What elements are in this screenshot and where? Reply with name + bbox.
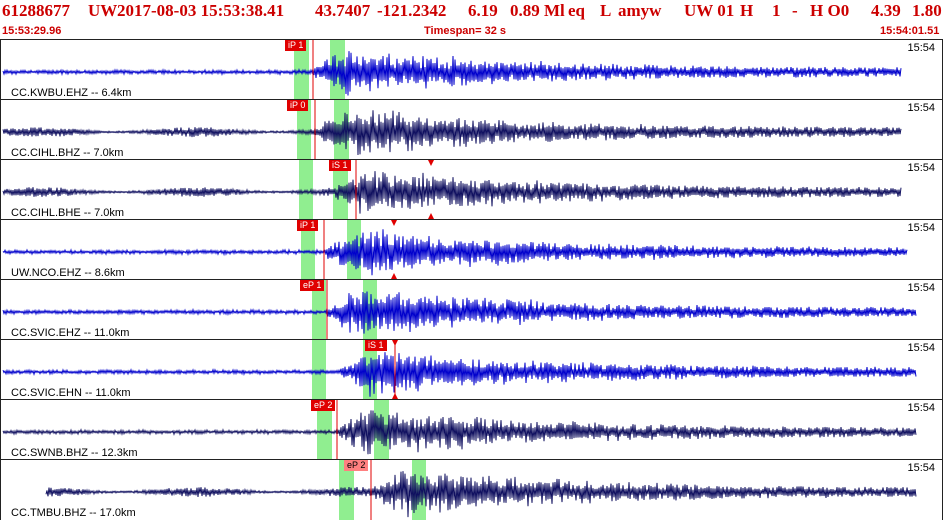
trace-time-label: 15:54 <box>906 462 936 474</box>
phase-marker <box>391 220 397 226</box>
waveform-plot <box>2 340 917 400</box>
pick-window <box>294 40 309 100</box>
event-magnitude: 0.89 Ml <box>510 1 565 20</box>
event-type: eq <box>568 1 585 20</box>
trace-panel[interactable]: iP 1 15:54 CC.KWBU.EHZ -- 6.4km <box>0 39 943 100</box>
station-label: CC.CIHL.BHZ -- 7.0km <box>11 147 124 159</box>
waveform-trace <box>2 291 917 334</box>
trace-time-label: 15:54 <box>906 342 936 354</box>
pick-label[interactable]: eP 1 <box>300 280 325 291</box>
event-author: amyw <box>618 1 662 20</box>
station-label: CC.CIHL.BHE -- 7.0km <box>11 207 125 219</box>
event-dash: - <box>792 1 798 20</box>
waveform-trace <box>2 171 902 214</box>
event-value-2: 1.80 <box>912 1 942 20</box>
station-label: CC.SVIC.EHZ -- 11.0km <box>11 327 130 339</box>
phase-marker <box>428 213 434 219</box>
event-header: 61288677 UW 2017-08-03 15:53:38.41 43.74… <box>0 0 945 24</box>
event-datetime: 2017-08-03 15:53:38.41 <box>117 1 285 20</box>
waveform-trace <box>2 352 917 397</box>
pick-window <box>299 160 313 220</box>
pick-window <box>297 100 311 160</box>
phase-marker <box>391 273 397 279</box>
event-depth: 6.19 <box>468 1 498 20</box>
trace-time-label: 15:54 <box>906 402 936 414</box>
pick-label[interactable]: iP 1 <box>297 220 319 231</box>
waveform-trace <box>45 471 917 518</box>
trace-panel[interactable]: eP 2 15:54 CC.TMBU.BHZ -- 17.0km <box>0 459 943 520</box>
pick-label[interactable]: iP 0 <box>287 100 309 111</box>
trace-panel[interactable]: iP 1 15:54 UW.NCO.EHZ -- 8.6km <box>0 219 943 280</box>
station-label: CC.SWNB.BHZ -- 12.3km <box>11 447 138 459</box>
start-time: 15:53:29.96 <box>2 25 62 37</box>
station-label: CC.SVIC.EHN -- 11.0km <box>11 387 131 399</box>
pick-label[interactable]: eP 2 <box>344 460 369 471</box>
trace-time-label: 15:54 <box>906 282 936 294</box>
waveform-plot <box>2 280 917 340</box>
trace-time-label: 15:54 <box>906 222 936 234</box>
end-time: 15:54:01.51 <box>880 25 940 37</box>
waveform-plot <box>2 400 917 460</box>
waveform-trace <box>2 110 902 156</box>
pick-label[interactable]: eP 2 <box>311 400 336 411</box>
trace-panel[interactable]: iP 0 15:54 CC.CIHL.BHZ -- 7.0km <box>0 99 943 160</box>
event-source: UW 01 <box>684 1 735 20</box>
phase-marker <box>392 393 398 399</box>
event-value-1: 4.39 <box>871 1 901 20</box>
waveform-trace <box>2 229 908 276</box>
station-label: UW.NCO.EHZ -- 8.6km <box>11 267 125 279</box>
waveform-plot <box>45 460 917 520</box>
waveform-plot <box>2 220 908 280</box>
event-quality-2: 1 <box>772 1 781 20</box>
trace-panel[interactable]: iS 1 15:54 CC.CIHL.BHE -- 7.0km <box>0 159 943 220</box>
event-flag: L <box>600 1 612 20</box>
station-label: CC.KWBU.EHZ -- 6.4km <box>11 87 132 99</box>
timespan: Timespan= 32 s <box>424 25 507 37</box>
station-label: CC.TMBU.BHZ -- 17.0km <box>11 507 136 519</box>
pick-window <box>312 280 326 340</box>
waveform-plot <box>2 100 902 160</box>
trace-panel[interactable]: iS 1 15:54 CC.SVIC.EHN -- 11.0km <box>0 339 943 400</box>
event-longitude: -121.2342 <box>377 1 447 20</box>
waveform-trace <box>2 51 902 96</box>
waveform-plot <box>2 160 902 220</box>
event-network: UW <box>88 1 118 20</box>
waveform-plot <box>2 40 902 100</box>
trace-panels[interactable]: iP 1 15:54 CC.KWBU.EHZ -- 6.4km iP 0 15:54 CC… <box>0 39 945 520</box>
pick-label[interactable]: iS 1 <box>365 340 387 351</box>
phase-marker <box>428 160 434 166</box>
waveform-trace <box>2 410 917 455</box>
trace-time-label: 15:54 <box>906 102 936 114</box>
pick-label[interactable]: iS 1 <box>329 160 351 171</box>
pick-label[interactable]: iP 1 <box>285 40 307 51</box>
trace-panel[interactable]: eP 1 15:54 CC.SVIC.EHZ -- 11.0km <box>0 279 943 340</box>
event-quality-3: H O0 <box>810 1 850 20</box>
event-quality-1: H <box>740 1 754 20</box>
event-id: 61288677 <box>2 1 70 20</box>
pick-window <box>317 400 332 460</box>
trace-time-label: 15:54 <box>906 162 936 174</box>
trace-time-label: 15:54 <box>906 42 936 54</box>
trace-panel[interactable]: eP 2 15:54 CC.SWNB.BHZ -- 12.3km <box>0 399 943 460</box>
phase-marker <box>392 340 398 346</box>
pick-window <box>301 220 315 280</box>
event-latitude: 43.7407 <box>315 1 371 20</box>
